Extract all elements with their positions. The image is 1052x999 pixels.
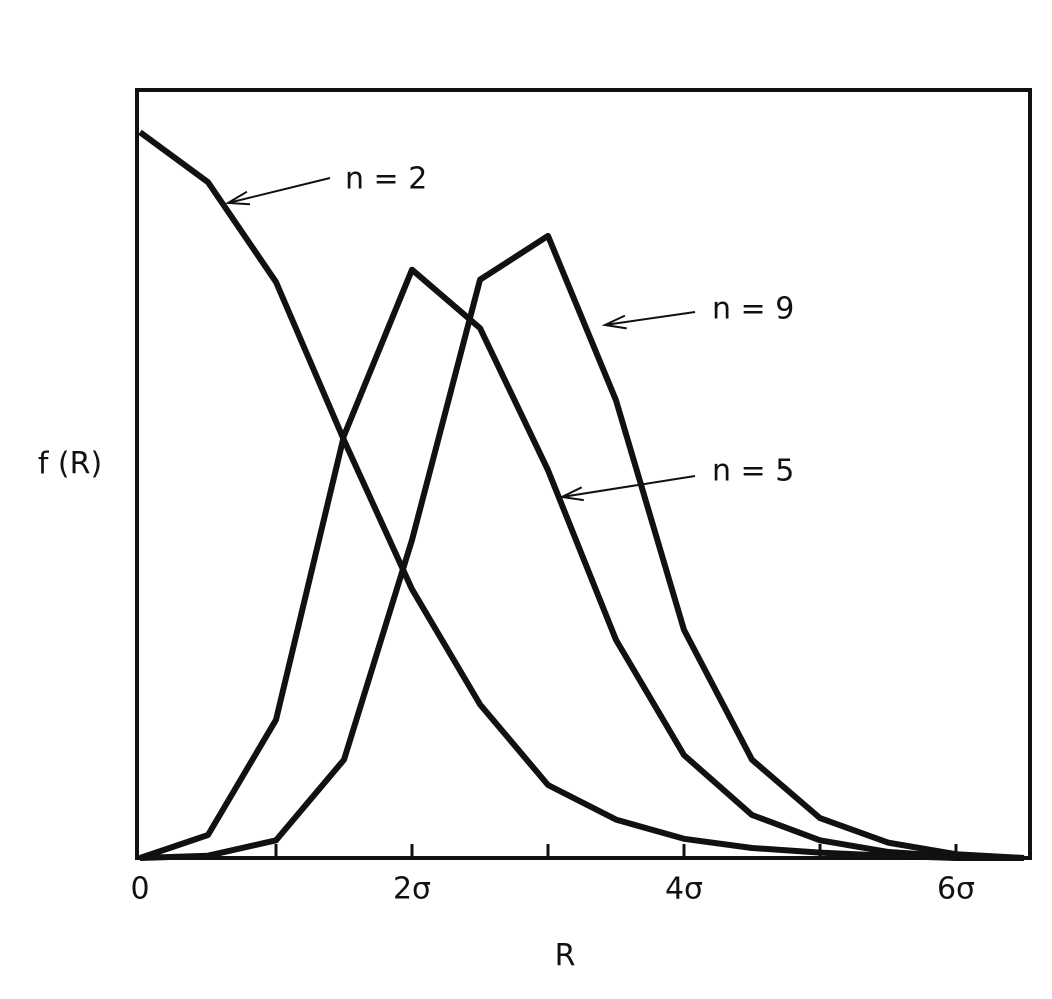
- x-tick-label: 6σ: [937, 872, 975, 907]
- label-arrow: [561, 475, 696, 498]
- series-line: [139, 232, 1025, 861]
- series-label: n = 9: [712, 292, 794, 327]
- label-arrow: [604, 311, 696, 326]
- series-line: [138, 129, 1024, 861]
- plot-frame: [135, 88, 1032, 860]
- x-tick-label: 2σ: [393, 872, 431, 907]
- label-arrowhead: [601, 314, 627, 330]
- x-tick-label: 0: [130, 872, 149, 907]
- label-arrowhead: [224, 190, 251, 206]
- x-axis-label: R: [555, 939, 576, 974]
- x-tick-label: 4σ: [665, 872, 703, 907]
- y-axis-label: f (R): [38, 447, 102, 482]
- series-label: n = 2: [345, 162, 427, 197]
- series-line: [139, 266, 1025, 861]
- label-arrow: [227, 177, 331, 204]
- series-label: n = 5: [712, 454, 794, 489]
- label-arrowhead: [558, 486, 584, 502]
